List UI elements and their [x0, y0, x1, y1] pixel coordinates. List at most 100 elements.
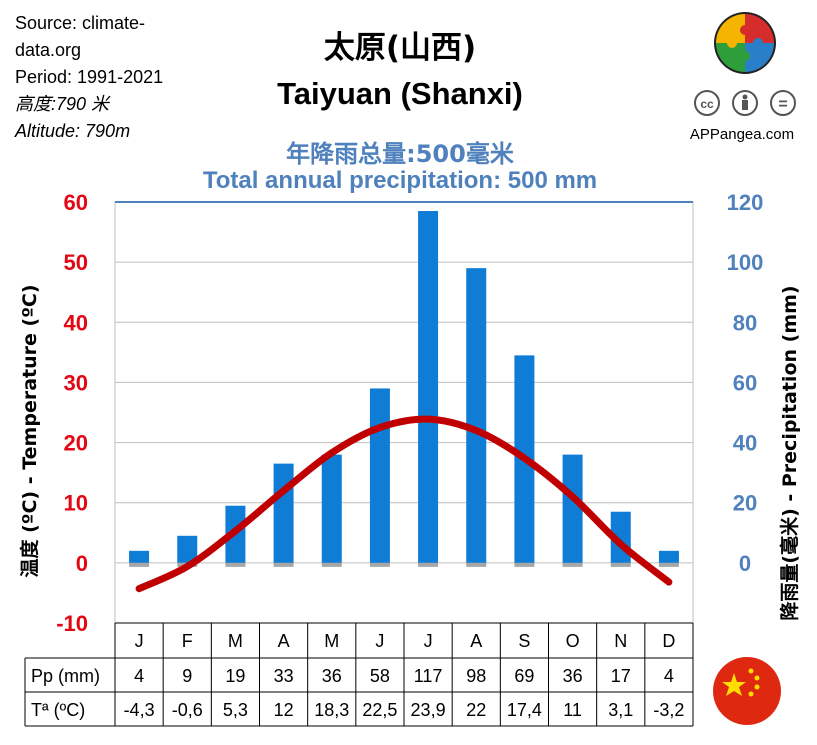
site-url: APPangea.com [689, 126, 795, 143]
zero-marker [225, 562, 246, 567]
title-english: Taiyuan (Shanxi) [277, 76, 523, 111]
precip-cell: 33 [274, 666, 294, 686]
month-label: A [470, 631, 482, 651]
precip-bar [466, 268, 487, 563]
precip-bar [321, 454, 342, 563]
right-tick-label: 80 [733, 310, 757, 335]
cc-icon: cc [694, 90, 720, 116]
precip-bar [658, 550, 679, 563]
zero-marker [273, 562, 294, 567]
month-label: S [518, 631, 530, 651]
precip-cell: 36 [563, 666, 583, 686]
temp-cell: -0,6 [172, 700, 203, 720]
temp-cell: 5,3 [223, 700, 248, 720]
nd-glyph: = [778, 96, 787, 113]
source-line: Source: climate- [15, 13, 146, 33]
temperature-line [135, 415, 673, 593]
precip-cell: 117 [414, 666, 443, 686]
left-tick-label: -10 [56, 611, 88, 636]
right-tick-label: 100 [727, 250, 764, 275]
right-tick-label: 20 [733, 491, 757, 516]
temp-cell: 17,4 [507, 700, 542, 720]
left-tick-label: 30 [64, 370, 88, 395]
precip-cell: 4 [664, 666, 674, 686]
temp-cell: 12 [274, 700, 294, 720]
month-label: A [278, 631, 290, 651]
precip-bar [418, 211, 439, 563]
precip-cell: 9 [182, 666, 192, 686]
precip-bar [562, 454, 583, 563]
right-tick-label: 60 [733, 370, 757, 395]
left-tick-label: 10 [64, 491, 88, 516]
zero-marker [466, 562, 487, 567]
right-axis-title: 降雨量(毫米) - Precipitation (mm) [778, 285, 801, 620]
temp-cell: 22 [466, 700, 486, 720]
zero-marker [129, 562, 150, 567]
license-badges: cc = [694, 90, 796, 116]
left-tick-label: 20 [64, 431, 88, 456]
temp-cell: -4,3 [124, 700, 155, 720]
right-tick-label: 120 [727, 190, 764, 215]
temp-cell: 11 [563, 700, 582, 720]
precip-bar [273, 463, 294, 563]
source-block: Source: climate- data.org Period: 1991-2… [15, 10, 163, 145]
temp-cell: -3,2 [653, 700, 684, 720]
precip-total-chinese: 年降雨总量:500毫米 [286, 140, 514, 168]
left-tick-label: 0 [76, 551, 88, 576]
source-line-2: data.org [15, 40, 82, 60]
month-label: D [662, 631, 675, 651]
period-line: Period: 1991-2021 [15, 67, 164, 87]
zero-marker [610, 562, 631, 567]
precip-bar [177, 535, 198, 563]
right-tick-label: 40 [733, 431, 757, 456]
precip-total-english: Total annual precipitation: 500 mm [202, 167, 598, 194]
temp-cell: 23,9 [411, 700, 446, 720]
temp-cell: 18,3 [314, 700, 349, 720]
precip-cell: 17 [611, 666, 631, 686]
month-label: J [135, 631, 144, 651]
precip-cell: 19 [225, 666, 245, 686]
precip-bar [129, 550, 150, 563]
altitude-en: Altitude: 790m [15, 121, 131, 141]
data-table: J F M A M J J A S O N D Pp (mm) Tª (ºC) 4 9 19 33 36 58 117 9… [24, 622, 694, 727]
left-axis-ticks: 60 50 40 30 20 10 0 -10 [56, 190, 88, 636]
month-label: J [424, 631, 433, 651]
precip-cell: 98 [466, 666, 486, 686]
precip-cell: 4 [134, 666, 144, 686]
month-label: M [324, 631, 339, 651]
row-label: Tª (ºC) [31, 700, 85, 720]
left-tick-label: 40 [64, 310, 88, 335]
month-label: F [182, 631, 193, 651]
temp-cell: 3,1 [608, 700, 633, 720]
precip-cell: 36 [322, 666, 342, 686]
zero-marker [658, 562, 679, 567]
altitude-cn: 高度:790 米 [15, 94, 110, 114]
title-chinese: 太原(山西) [323, 30, 477, 66]
cc-glyph: cc [700, 97, 714, 111]
zero-marker [562, 562, 583, 567]
precip-bar [369, 388, 390, 563]
right-axis-ticks: 120 100 80 60 40 20 0 [727, 190, 764, 576]
temp-cell: 22,5 [362, 700, 397, 720]
zero-marker [369, 562, 390, 567]
month-label: N [614, 631, 627, 651]
china-flag-icon [713, 657, 781, 725]
left-tick-label: 60 [64, 190, 88, 215]
row-label: Pp (mm) [31, 666, 100, 686]
zero-marker [514, 562, 535, 567]
month-label: J [375, 631, 384, 651]
month-label: M [228, 631, 243, 651]
by-icon [732, 90, 758, 116]
zero-marker [321, 562, 342, 567]
precip-cell: 69 [514, 666, 534, 686]
precipitation-bars [129, 211, 679, 563]
precip-cell: 58 [370, 666, 390, 686]
left-axis-title: 温度 (ºC) - Temperature (ºC) [18, 284, 41, 577]
month-label: O [566, 631, 580, 651]
nd-icon: = [770, 90, 796, 116]
left-tick-label: 50 [64, 250, 88, 275]
right-tick-label: 0 [739, 551, 751, 576]
zero-marker [418, 562, 439, 567]
zero-markers [129, 562, 679, 567]
